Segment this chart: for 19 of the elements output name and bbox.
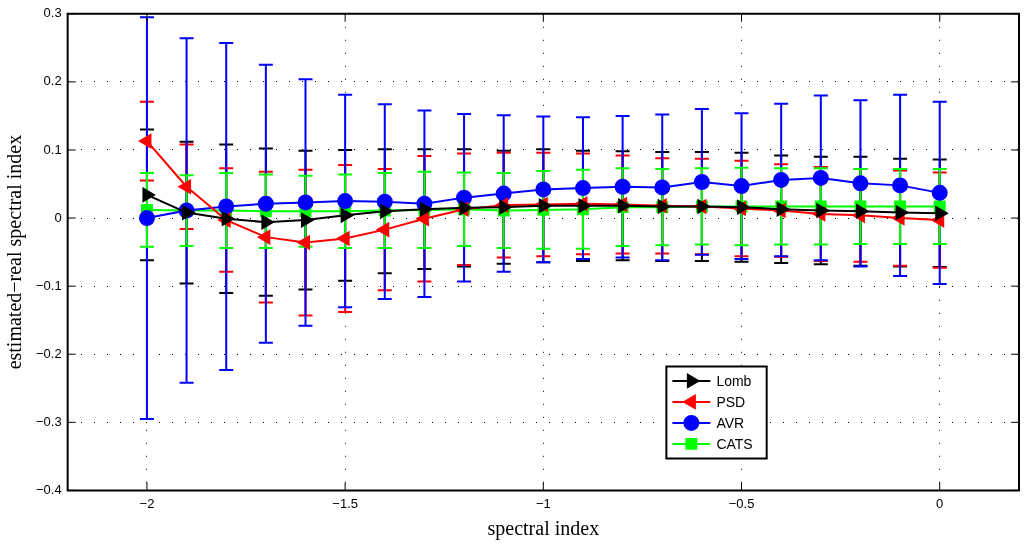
x-tick-label: −1.5 xyxy=(332,495,358,511)
y-tick-label: −0.4 xyxy=(35,481,62,497)
y-tick-label: −0.1 xyxy=(35,277,62,293)
y-tick-label: 0.3 xyxy=(43,5,62,21)
legend-label: PSD xyxy=(716,393,746,410)
x-tick-label: −2 xyxy=(139,495,155,511)
y-axis-title: estimated−real spectral index xyxy=(3,134,27,370)
x-tick-label: −0.5 xyxy=(728,495,755,511)
legend-label: AVR xyxy=(716,414,745,431)
y-tick-label: 0.1 xyxy=(43,141,62,157)
x-axis-title: spectral index xyxy=(487,517,600,541)
x-tick-label: 0 xyxy=(936,495,944,511)
legend-label: Lomb xyxy=(716,372,752,389)
y-tick-label: −0.3 xyxy=(35,413,62,429)
x-tick-label: −1 xyxy=(535,495,551,511)
legend-label: CATS xyxy=(716,435,753,452)
y-tick-label: 0.2 xyxy=(43,73,62,89)
y-tick-label: −0.2 xyxy=(35,345,62,361)
y-tick-label: 0 xyxy=(54,209,62,225)
